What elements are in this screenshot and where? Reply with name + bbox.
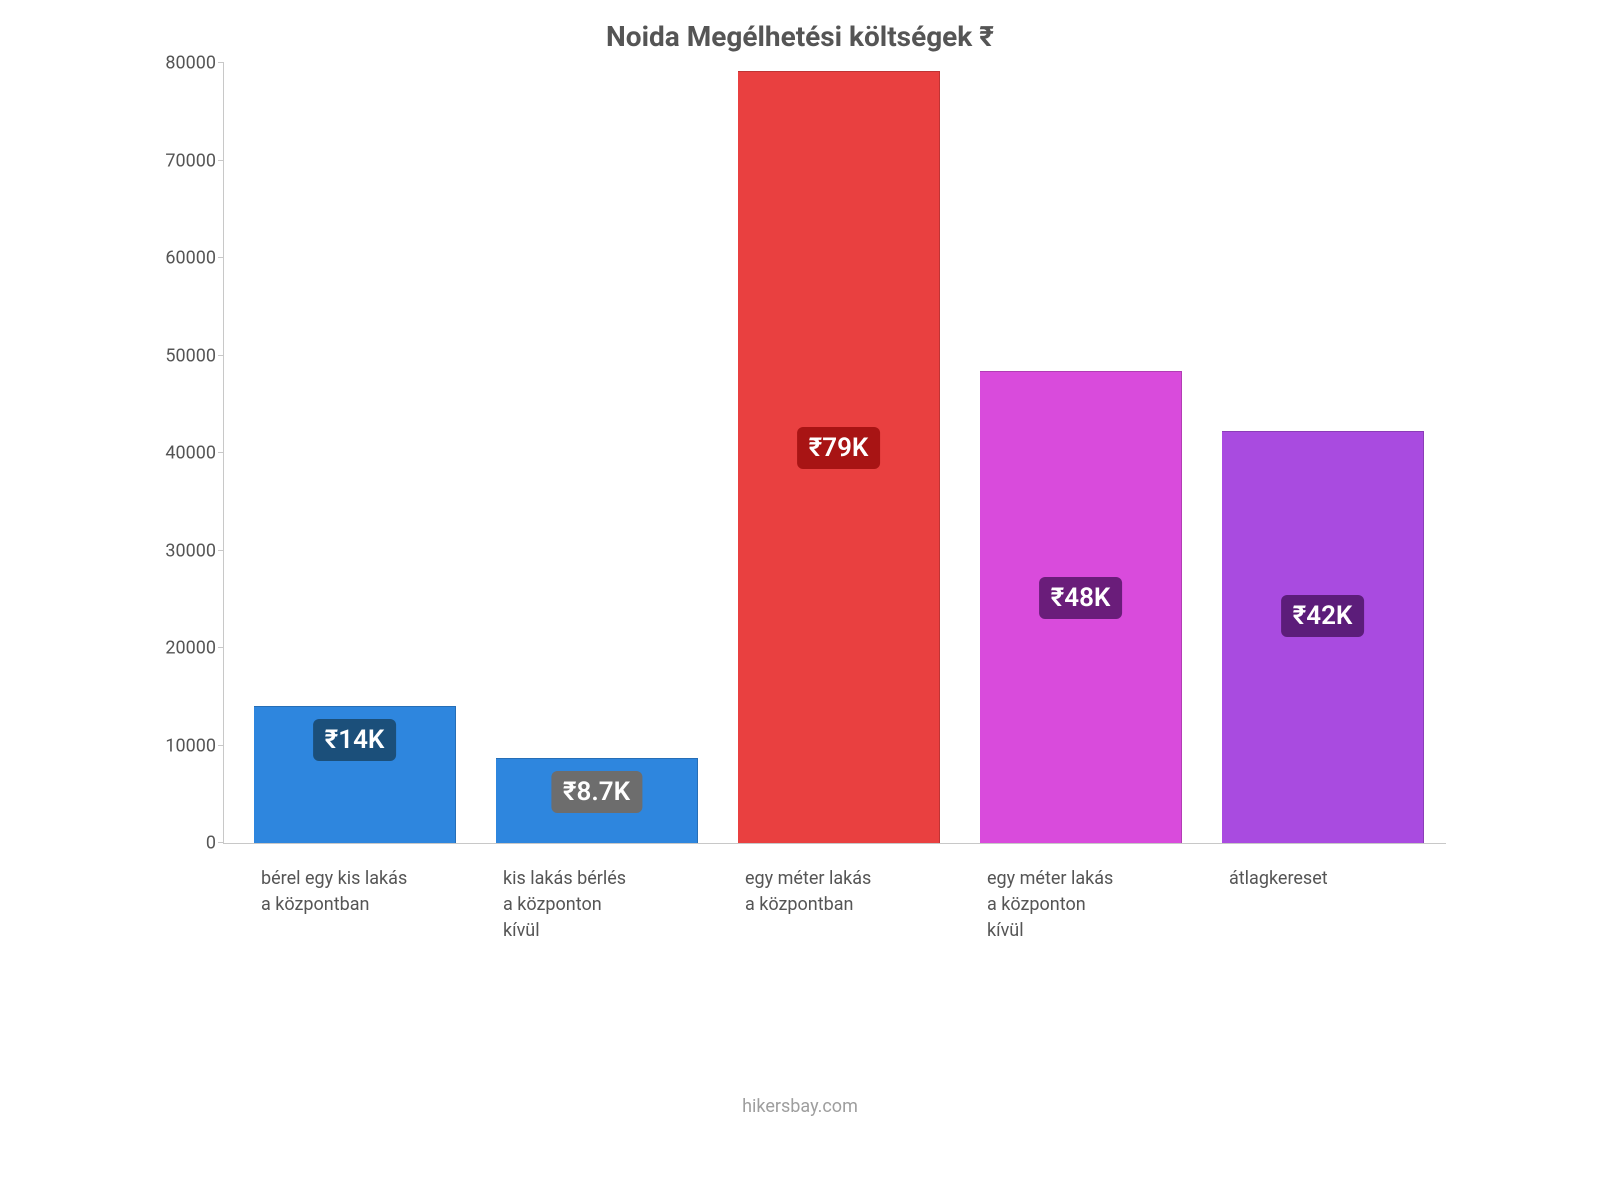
bar-value-chip: ₹48K (1039, 577, 1123, 619)
bar: ₹14K (254, 706, 456, 843)
y-tick-label: 10000 (158, 735, 216, 756)
x-axis-labels: bérel egy kis lakása központban kis lakás… (223, 866, 1445, 1036)
cost-of-living-chart: Noida Megélhetési költségek ₹ 0100002000… (145, 0, 1455, 1117)
y-tick-label: 40000 (158, 443, 216, 464)
chart-title: Noida Megélhetési költségek ₹ (145, 20, 1455, 53)
y-tick-mark (218, 62, 224, 63)
y-tick-mark (218, 745, 224, 746)
bar-value-chip: ₹79K (797, 427, 881, 469)
y-tick-label: 70000 (158, 150, 216, 171)
x-axis-category-label: egy méter lakása központonkívül (987, 866, 1209, 944)
y-tick-mark (218, 355, 224, 356)
x-axis-category-label: kis lakás bérlésa központonkívül (503, 866, 725, 944)
y-tick-label: 0 (158, 833, 216, 854)
y-tick-label: 80000 (158, 53, 216, 74)
bar: ₹79K (738, 71, 940, 843)
y-tick-mark (218, 257, 224, 258)
y-tick-mark (218, 452, 224, 453)
bar-value-chip: ₹8.7K (551, 771, 642, 813)
plot-area: 0100002000030000400005000060000700008000… (223, 63, 1446, 844)
x-axis-category-label: egy méter lakása központban (745, 866, 967, 918)
x-axis-category-label: átlagkereset (1229, 866, 1451, 892)
y-tick-mark (218, 647, 224, 648)
y-tick-label: 50000 (158, 345, 216, 366)
bar-value-chip: ₹42K (1281, 595, 1365, 637)
bar-value-chip: ₹14K (313, 719, 397, 761)
chart-footer: hikersbay.com (145, 1096, 1455, 1117)
bar: ₹42K (1222, 431, 1424, 843)
y-tick-mark (218, 842, 224, 843)
bar: ₹8.7K (496, 758, 698, 843)
y-tick-label: 60000 (158, 248, 216, 269)
x-axis-category-label: bérel egy kis lakása központban (261, 866, 483, 918)
y-tick-mark (218, 160, 224, 161)
y-tick-label: 30000 (158, 540, 216, 561)
y-tick-label: 20000 (158, 638, 216, 659)
y-tick-mark (218, 550, 224, 551)
bar: ₹48K (980, 371, 1182, 843)
